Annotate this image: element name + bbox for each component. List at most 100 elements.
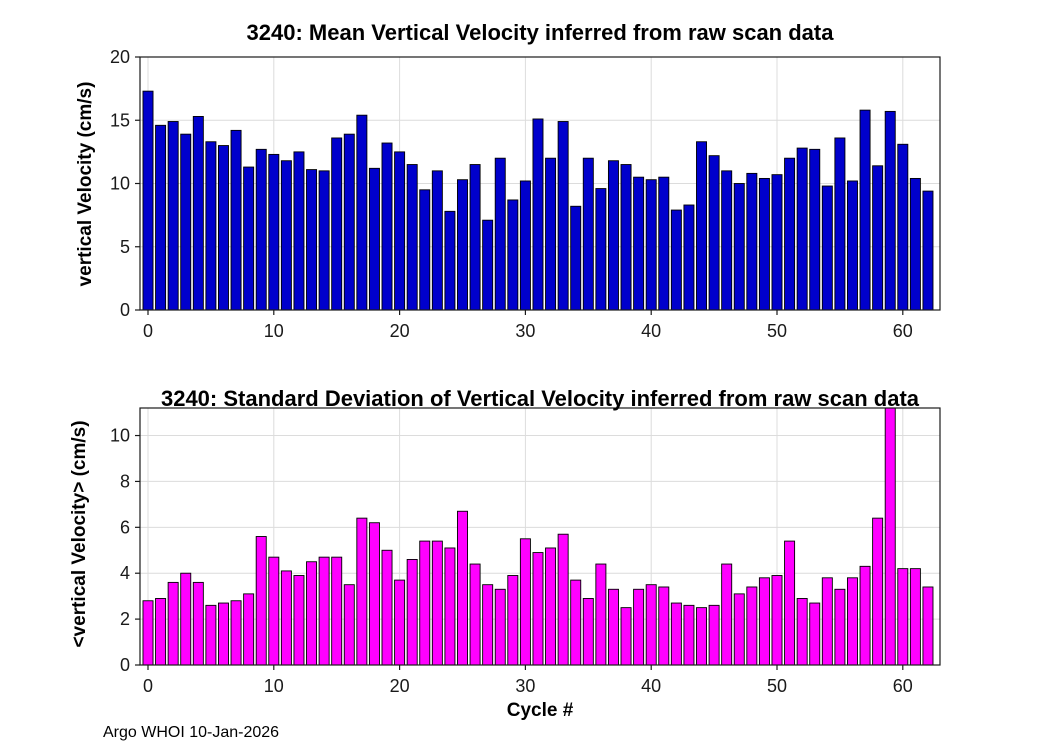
top-y-axis-label: vertical Velocity (cm/s) [75,81,96,287]
bar [394,151,406,311]
bar [268,153,280,311]
bar [356,114,368,311]
x-tick-label: 40 [641,676,661,696]
bar [645,179,657,311]
bar [306,169,318,311]
bar [796,147,808,311]
bar [293,151,305,311]
bar [356,517,368,666]
bar [255,148,267,311]
bar [758,177,770,311]
bar [595,188,607,311]
bar [607,160,619,311]
bar [645,584,657,666]
bar [670,209,682,311]
bar [771,174,783,311]
bar [545,547,557,666]
bar [771,575,783,666]
y-tick-label: 10 [110,174,130,194]
x-tick-label: 50 [767,676,787,696]
bar [884,407,896,666]
bar [243,593,255,666]
bar [658,586,670,666]
bar [834,588,846,666]
bar [482,584,494,666]
bar [306,561,318,666]
bar [142,90,154,311]
bar [469,563,481,666]
bar [884,110,896,311]
bar [444,210,456,311]
bar [708,155,720,311]
bar [834,137,846,311]
bar [784,540,796,666]
bar [607,588,619,666]
y-tick-label: 20 [110,47,130,67]
bar [721,170,733,311]
y-tick-label: 0 [120,300,130,320]
bar [155,598,167,666]
x-tick-label: 60 [893,676,913,696]
bar [809,602,821,666]
bar [230,600,242,666]
bar [469,164,481,311]
bar [733,183,745,311]
bar [331,556,343,666]
bar [343,133,355,311]
bar [582,598,594,666]
x-tick-label: 30 [515,321,535,341]
bar [519,180,531,311]
bar [230,129,242,311]
bar [859,565,871,666]
bar [293,575,305,666]
bar [746,172,758,311]
bar [859,109,871,311]
bar [419,540,431,666]
bar [268,556,280,666]
bar [847,577,858,666]
bar [821,577,833,666]
bar [368,167,380,311]
bar [167,121,179,311]
bar [821,185,833,311]
bar [557,533,569,666]
bar [570,205,582,311]
bar [406,164,418,311]
bar [180,133,192,311]
bar [633,176,645,311]
x-tick-label: 50 [767,321,787,341]
bar [796,598,808,666]
bar [595,563,607,666]
bar [331,137,343,311]
bar [683,604,695,666]
bar [167,581,179,666]
y-tick-label: 10 [110,426,130,446]
bar [205,141,217,311]
bar [406,559,418,666]
bar [180,572,192,666]
bottom-y-axis-label: <vertical Velocity> (cm/s) [69,420,90,648]
bar [696,141,707,311]
bar [419,189,431,311]
bar [733,593,745,666]
bar [155,124,167,311]
bar [545,157,557,311]
x-tick-label: 40 [641,321,661,341]
bar [696,607,707,666]
bar [394,579,406,666]
bar [192,115,204,311]
axes-box [139,407,941,666]
bar [205,604,217,666]
bar [457,510,468,666]
bar [872,165,884,311]
bar [482,219,494,311]
y-tick-label: 5 [120,237,130,257]
bar [922,190,934,311]
bar [494,157,506,311]
bar [431,540,443,666]
bar [721,563,733,666]
bar [217,145,229,311]
bar [633,588,645,666]
y-tick-label: 0 [120,655,130,675]
